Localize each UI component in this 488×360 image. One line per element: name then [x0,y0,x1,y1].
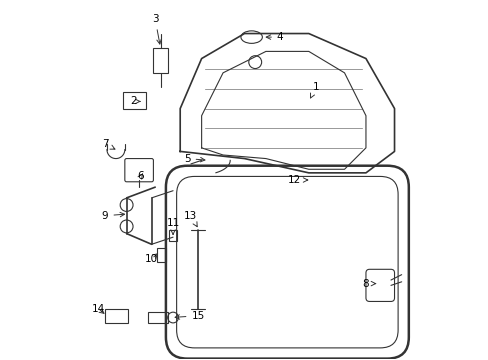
Bar [148,312,167,323]
Text: 8: 8 [362,279,375,289]
Text: 12: 12 [287,175,307,185]
Text: 11: 11 [166,218,179,234]
Text: 4: 4 [265,32,283,42]
Bar [153,48,167,73]
Text: 5: 5 [183,154,204,163]
Bar [169,230,176,241]
Bar [105,309,128,323]
Text: 6: 6 [137,171,144,181]
Text: 1: 1 [310,82,319,98]
Bar [123,93,146,109]
Bar [157,248,165,262]
Text: 14: 14 [91,303,104,314]
Text: 2: 2 [130,96,140,107]
Text: 7: 7 [102,139,115,149]
Text: 3: 3 [152,14,161,44]
Text: 15: 15 [175,311,204,321]
Text: 13: 13 [184,211,197,227]
Text: 9: 9 [102,211,124,221]
Text: 10: 10 [145,253,158,264]
